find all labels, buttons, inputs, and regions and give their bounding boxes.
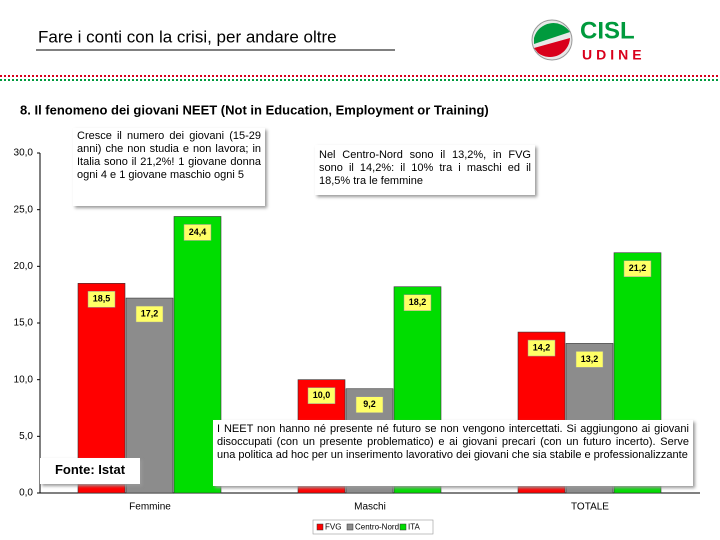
value-label-box [135,305,164,323]
y-tick-label: 0,0 [19,488,33,499]
value-label: 9,2 [363,399,376,409]
value-label: 21,2 [629,263,647,273]
x-tick-label: Maschi [354,502,386,513]
legend-swatch [399,523,407,531]
value-label-box [575,351,604,368]
annotation: I NEET non hanno né presente né futuro s… [213,420,693,486]
y-tick-label: 30,0 [14,148,34,159]
y-tick-label: 5,0 [19,431,33,442]
y-tick-label: 10,0 [14,374,34,385]
legend-label: ITA [408,523,421,532]
slide-subtitle: 8. Il fenomeno dei giovani NEET (Not in … [20,102,489,117]
value-label-box [355,396,384,413]
legend-label: Centro-Nord [355,523,399,532]
annotation: Nel Centro-Nord sono il 13,2%, in FVG so… [315,145,535,195]
legend-swatch [316,523,324,531]
value-label: 24,4 [189,227,207,237]
x-tick-label: Femmine [129,502,171,513]
legend: FVG Centro-Nord ITA [312,519,434,535]
legend-box [312,519,434,535]
legend-label: FVG [325,523,341,532]
value-label-box [623,260,652,277]
value-label: 17,2 [141,308,159,318]
value-label: 18,2 [409,297,427,307]
value-label: 14,2 [533,342,551,352]
y-tick-label: 20,0 [14,261,34,272]
y-tick-label: 25,0 [14,204,34,215]
logo-city: UDINE [582,47,646,63]
value-label: 18,5 [93,294,111,304]
logo-name: CISL [580,17,635,44]
slide-title: Fare i conti con la crisi, per andare ol… [38,27,337,46]
logo-icon-red [534,38,570,58]
value-label-box [307,387,336,404]
value-label: 13,2 [581,354,599,364]
logo: CISL UDINE [531,17,646,63]
value-label-box [87,291,116,308]
annotation: Cresce il numero dei giovani (15-29 anni… [73,128,265,206]
value-label-box [527,339,556,357]
source-note: Fonte: Istat [40,458,140,484]
value-label: 10,0 [313,390,331,400]
x-tick-label: TOTALE [571,502,609,513]
value-label-box [403,294,432,311]
y-tick-label: 15,0 [14,318,34,329]
legend-swatch [346,523,354,531]
logo-icon-green [534,23,570,44]
value-label-box [183,224,212,241]
